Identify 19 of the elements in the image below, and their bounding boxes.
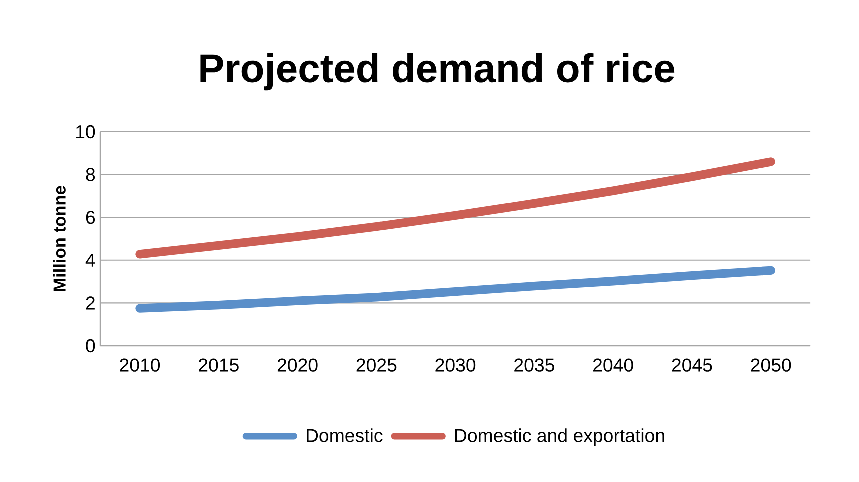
legend-label: Domestic [307,428,383,442]
x-tick-label: 2030 [436,358,476,372]
x-tick-label: 2010 [120,358,160,372]
chart-title: Projected demand of rice [200,53,675,91]
y-tick-label: 4 [86,254,96,267]
y-tick-label: 0 [86,339,96,353]
x-tick-label: 2040 [594,358,634,372]
x-tick-label: 2020 [278,358,318,372]
x-tick-label: 2025 [356,358,397,372]
x-tick-label: 2050 [751,358,792,372]
y-tick-label: 10 [76,125,96,139]
y-tick-label: 8 [86,168,96,182]
y-tick-label: 2 [86,296,95,310]
legend-label: Domestic and exportation [455,428,664,446]
y-tick-label: 6 [86,210,96,224]
x-tick-label: 2015 [199,358,239,372]
x-tick-label: 2035 [514,358,554,372]
x-tick-label: 2045 [672,358,712,372]
y-axis-title: Million tonne [53,186,66,292]
